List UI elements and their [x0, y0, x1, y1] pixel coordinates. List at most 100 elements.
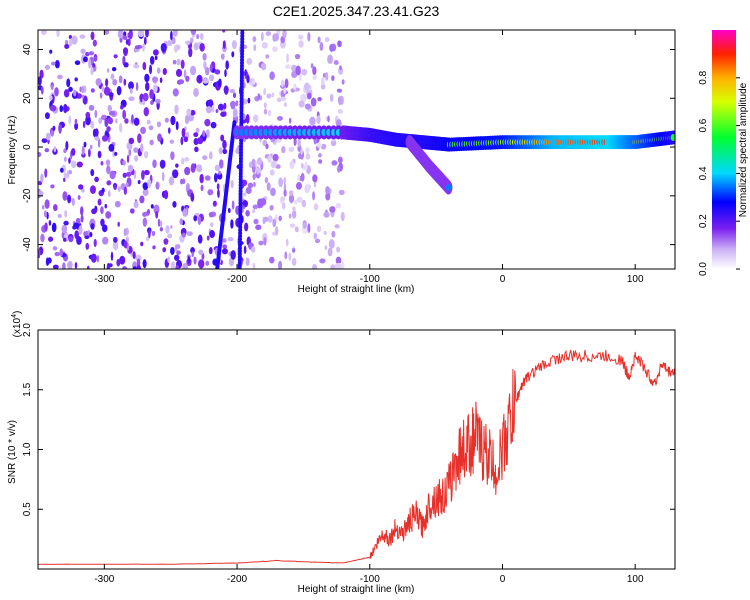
heatmap-noise-cell	[218, 170, 222, 176]
heatmap-noise-cell	[88, 51, 95, 56]
heatmap-noise-cell	[194, 146, 199, 153]
heatmap-noise-cell	[252, 164, 256, 174]
heatmap-noise-cell	[43, 210, 48, 218]
heatmap-noise-cell	[294, 53, 301, 60]
heatmap-noise-cell	[85, 111, 91, 119]
heatmap-noise-cell	[297, 153, 302, 159]
heatmap-noise-cell	[187, 114, 195, 122]
heatmap-noise-cell	[263, 102, 267, 109]
heatmap-band-core	[670, 134, 675, 142]
heatmap-noise-cell	[193, 215, 198, 222]
heatmap-noise-cell	[335, 202, 342, 209]
heatmap-noise-cell	[150, 100, 154, 105]
heatmap-noise-cell	[270, 187, 276, 197]
heatmap-noise-cell	[335, 262, 342, 269]
heatmap-noise-cell	[101, 135, 109, 142]
heatmap-noise-cell	[129, 87, 133, 94]
heatmap-noise-cell	[155, 211, 159, 219]
heatmap-noise-cell	[186, 108, 192, 116]
spectrogram-frame	[37, 29, 676, 270]
heatmap-noise-cell	[101, 224, 108, 233]
heatmap-noise-cell	[188, 47, 193, 58]
heatmap-noise-cell	[91, 208, 97, 215]
heatmap-noise-cell	[227, 208, 231, 214]
heatmap-noise-cell	[325, 186, 330, 195]
heatmap-noise-cell	[286, 53, 289, 63]
heatmap-noise-cell	[231, 51, 235, 58]
heatmap-noise-cell	[71, 160, 77, 169]
heatmap-noise-cell	[193, 42, 199, 51]
heatmap-noise-cell	[90, 253, 97, 263]
heatmap-noise-cell	[252, 204, 259, 210]
heatmap-noise-cell	[220, 134, 225, 142]
heatmap-noise-cell	[38, 248, 41, 259]
heatmap-noise-cell	[327, 115, 330, 123]
heatmap-noise-cell	[81, 94, 85, 99]
heatmap-noise-cell	[280, 96, 287, 102]
heatmap-noise-cell	[85, 115, 91, 126]
heatmap-noise-cell	[110, 251, 114, 261]
heatmap-noise-cell	[48, 219, 52, 226]
heatmap-band-core	[445, 184, 452, 192]
heatmap-noise-cell	[324, 37, 330, 43]
heatmap-noise-cell	[193, 87, 199, 97]
heatmap-noise-cell	[97, 198, 102, 206]
heatmap-noise-cell	[100, 206, 104, 215]
heatmap-noise-cell	[167, 256, 171, 263]
heatmap-noise-cell	[117, 186, 121, 192]
heatmap-noise-cell	[132, 251, 136, 259]
heatmap-noise-cell	[123, 31, 127, 37]
heatmap-noise-cell	[100, 218, 105, 227]
heatmap-noise-cell	[296, 182, 302, 190]
heatmap-noise-cell	[67, 194, 72, 204]
heatmap-noise-cell	[331, 75, 335, 82]
heatmap-noise-cell	[218, 147, 223, 155]
heatmap-noise-cell	[163, 190, 169, 200]
heatmap-noise-cell	[61, 224, 68, 234]
heatmap-noise-cell	[274, 226, 279, 236]
heatmap-noise-cell	[71, 35, 78, 45]
heatmap-noise-cell	[182, 262, 189, 269]
heatmap-noise-cell	[142, 217, 148, 227]
heatmap-noise-cell	[297, 138, 301, 148]
heatmap-noise-cell	[81, 85, 85, 94]
heatmap-noise-cell	[208, 247, 213, 255]
heatmap-noise-cell	[190, 246, 195, 254]
heatmap-noise-cell	[83, 141, 87, 148]
heatmap-noise-cell	[183, 136, 189, 143]
heatmap-noise-cell	[312, 66, 317, 75]
heatmap-noise-cell	[82, 56, 88, 63]
heatmap-noise-cell	[300, 93, 307, 103]
heatmap-noise-cell	[245, 113, 250, 124]
heatmap-noise-cell	[181, 127, 186, 138]
spectrogram-y-tick-label: 20	[22, 92, 33, 104]
heatmap-noise-cell	[243, 245, 247, 255]
snr-y-tick-label: 2.0	[22, 323, 33, 337]
snr-scale-factor: (x104)	[11, 311, 23, 338]
heatmap-noise-cell	[114, 200, 121, 208]
heatmap-noise-cell	[320, 83, 326, 90]
heatmap-noise-cell	[94, 134, 100, 141]
heatmap-noise-cell	[260, 31, 264, 42]
heatmap-noise-cell	[197, 216, 202, 226]
heatmap-noise-cell	[321, 76, 325, 86]
spectrogram-y-ticks: -40 -20 0 20 40	[22, 44, 675, 252]
heatmap-noise-cell	[127, 38, 131, 47]
heatmap-noise-cell	[271, 92, 275, 98]
heatmap-noise-cell	[168, 127, 171, 134]
heatmap-noise-cell	[44, 222, 48, 232]
heatmap-noise-cell	[198, 249, 204, 255]
heatmap-noise-cell	[92, 128, 97, 138]
heatmap-noise-cell	[265, 31, 272, 36]
heatmap-noise-cell	[44, 199, 50, 209]
snr-chart: -300 -200 -100 0 100 0.5 1.0 1.5 2.0 Height of …	[7, 311, 676, 595]
heatmap-noise-cell	[143, 150, 149, 159]
heatmap-noise-cell	[85, 242, 90, 250]
heatmap-noise-cell	[41, 30, 47, 36]
heatmap-noise-cell	[147, 179, 152, 189]
heatmap-noise-cell	[300, 172, 305, 182]
heatmap-noise-cell	[257, 93, 261, 101]
heatmap-noise-cell	[64, 156, 67, 163]
heatmap-noise-cell	[282, 30, 287, 39]
heatmap-noise-cell	[232, 92, 237, 99]
